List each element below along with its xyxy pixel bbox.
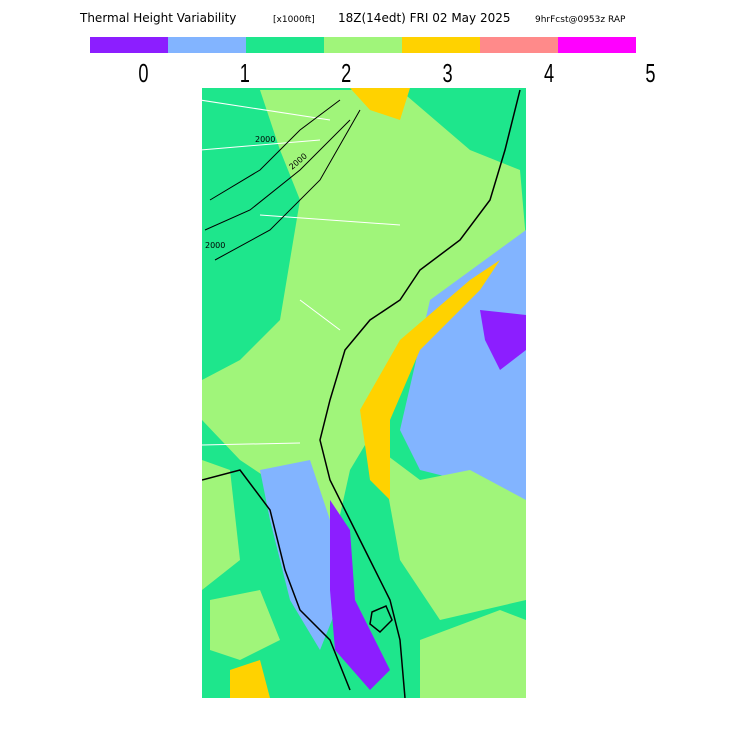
contour-label: 2000 [255,135,275,144]
units: [x1000ft] [273,15,315,25]
contour [204,99,361,261]
legend-swatch [90,37,168,53]
field-patch [360,260,500,500]
legend-label: 5 [645,59,655,88]
field-patch [202,90,526,560]
state-line [202,99,401,446]
map: 2000 2000 2000 [202,88,526,698]
field-patch [230,660,270,698]
legend-swatch [246,37,324,53]
legend-swatch [324,37,402,53]
field-patch [260,460,340,650]
color-legend: 01234567 [90,37,655,88]
legend-swatch [558,37,636,53]
legend-label: 4 [544,59,554,88]
legend-swatch [168,37,246,53]
field-patch [420,610,526,698]
field-patch [380,450,526,620]
valid-time: 18Z(14edt) FRI 02 May 2025 [338,11,510,25]
title: Thermal Height Variability [79,11,236,25]
contour-label: 2000 [205,241,225,250]
field-patch [210,590,280,660]
legend-label: 0 [138,59,148,88]
legend-label: 3 [443,59,453,88]
coastline [319,89,521,698]
field-patch [330,500,390,690]
coastline [202,469,351,691]
legend-swatch [480,37,558,53]
field-patch [400,230,526,500]
field-patch [202,460,240,590]
field-patch [480,310,526,370]
contour [369,605,393,634]
forecast: 9hrFcst@0953z RAP [535,15,626,25]
field-patch [350,88,410,120]
title-row: Thermal Height Variability [x1000ft] 18Z… [79,11,626,25]
legend-swatch [402,37,480,53]
legend-label: 2 [341,59,351,88]
legend-label: 1 [240,59,250,88]
